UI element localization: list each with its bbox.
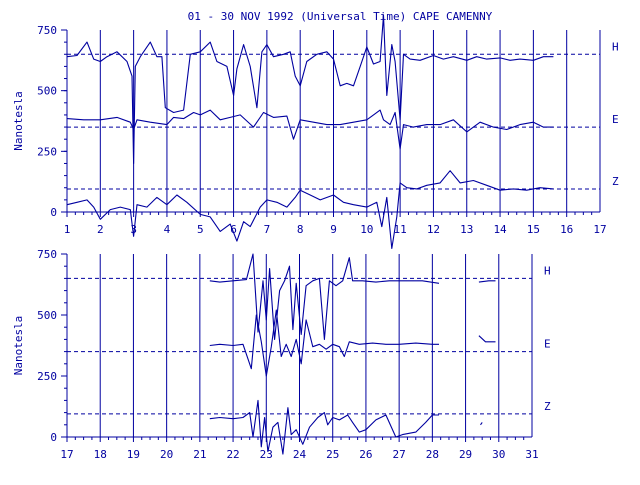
y-tick-label: 500 [37,309,57,322]
y-tick-label: 250 [37,370,57,383]
component-label-z: Z [612,175,619,188]
x-tick-label: 9 [330,223,337,236]
x-tick-label: 15 [527,223,540,236]
x-tick-label: 3 [130,223,137,236]
y-axis-label: Nanotesla [12,316,25,376]
series-h-trace [478,280,496,283]
y-tick-label: 0 [50,431,57,444]
x-tick-label: 26 [359,448,372,461]
component-label-z: Z [544,400,551,413]
x-tick-label: 21 [193,448,206,461]
x-tick-label: 20 [160,448,173,461]
series-e-trace [478,335,496,343]
x-tick-label: 24 [293,448,307,461]
x-tick-label: 8 [297,223,304,236]
x-tick-label: 2 [97,223,104,236]
series-h-trace [209,253,440,340]
x-tick-label: 22 [226,448,239,461]
x-tick-label: 10 [360,223,373,236]
series-e-trace [66,109,554,150]
x-tick-label: 5 [197,223,204,236]
component-label-h: H [544,264,551,277]
x-tick-label: 14 [493,223,507,236]
component-label-h: H [612,40,619,53]
x-tick-label: 25 [326,448,339,461]
x-tick-label: 17 [60,448,73,461]
series-z-trace [480,422,483,426]
series-z-trace [209,399,439,455]
x-tick-label: 28 [426,448,439,461]
component-label-e: E [612,113,619,126]
x-tick-label: 4 [164,223,171,236]
x-tick-label: 29 [459,448,472,461]
series-e-trace [209,309,439,377]
component-label-e: E [544,338,551,351]
x-tick-label: 16 [560,223,573,236]
x-tick-label: 17 [593,223,606,236]
x-tick-label: 19 [127,448,140,461]
x-tick-label: 23 [260,448,273,461]
chart-title: 01 - 30 NOV 1992 (Universal Time) CAPE C… [188,10,493,23]
bottom-panel: 0 250 500 750 17 18 19 20 21 22 23 24 25 26 27 28 29 30 31… [12,248,551,461]
x-tick-label: 18 [94,448,107,461]
y-tick-label: 0 [50,206,57,219]
x-tick-label: 12 [427,223,440,236]
x-tick-label: 27 [393,448,406,461]
x-tick-label: 1 [64,223,71,236]
x-tick-label: 30 [492,448,505,461]
x-tick-label: 7 [264,223,271,236]
x-tick-label: 6 [230,223,237,236]
y-tick-label: 750 [37,24,57,37]
y-axis-label: Nanotesla [12,91,25,151]
series-h-trace [66,14,554,165]
y-tick-label: 750 [37,248,57,261]
x-tick-label: 13 [460,223,473,236]
y-tick-label: 500 [37,85,57,98]
x-tick-label: 11 [394,223,407,236]
x-tick-label: 31 [525,448,538,461]
y-tick-label: 250 [37,145,57,158]
series-z-trace [66,170,554,249]
